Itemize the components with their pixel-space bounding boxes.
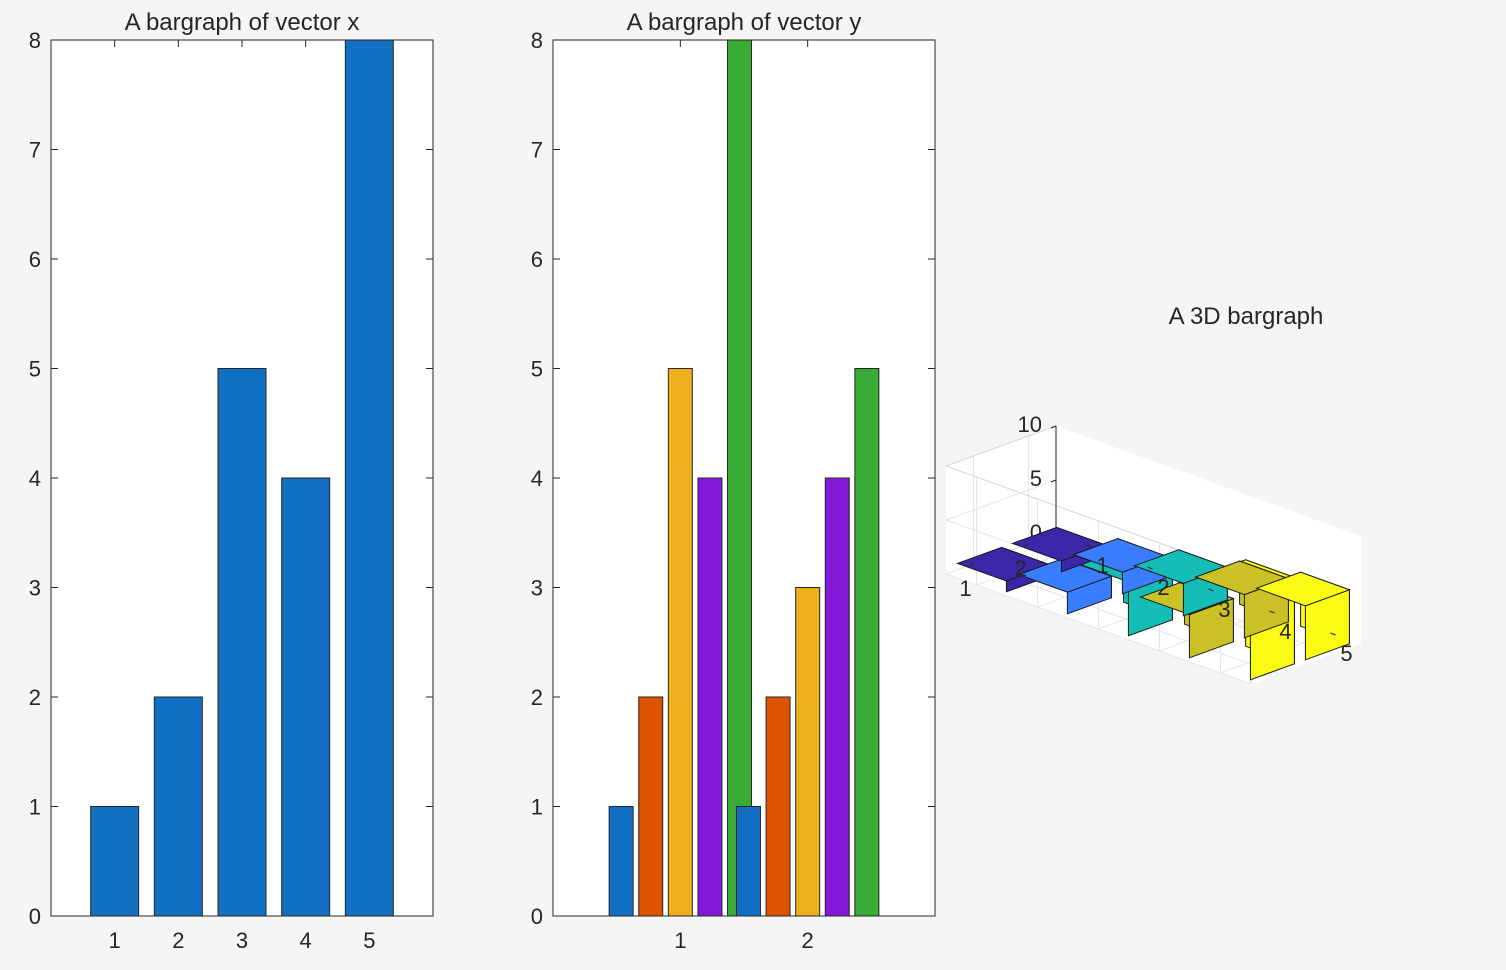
- row-tick-label: 2: [1014, 556, 1026, 581]
- row-tick-label: 1: [959, 576, 971, 601]
- column-tick-label: 2: [1157, 575, 1169, 600]
- column-tick: [1269, 610, 1275, 614]
- y-tick-label: 0: [29, 904, 41, 929]
- y-tick-label: 7: [29, 138, 41, 163]
- bar: [735, 806, 761, 917]
- y-tick-label: 6: [531, 247, 543, 272]
- column-tick-label: 3: [1218, 597, 1230, 622]
- chart-marks: 0 1 2 3 4 5 6 7 8 1 2 3 4 5: [29, 28, 433, 953]
- bar: [795, 587, 821, 917]
- y-tick-label: 2: [531, 685, 543, 710]
- column-tick: [1208, 588, 1214, 592]
- y-tick-label: 3: [29, 576, 41, 601]
- bar: [824, 477, 850, 917]
- chart-vector-y: A bargraph of vector y 0 1 2 3 4 5 6 7 8 1 2: [531, 9, 936, 953]
- x-tick-label: 3: [236, 928, 248, 953]
- x-tick-label: 2: [802, 928, 814, 953]
- bar: [765, 696, 791, 917]
- y-tick-label: 1: [29, 795, 41, 820]
- column-tick: [1330, 632, 1336, 636]
- column-tick: [1086, 544, 1092, 548]
- y-tick-label: 8: [531, 28, 543, 53]
- row-tick: [969, 563, 974, 567]
- bar: [854, 368, 880, 917]
- y-tick-label: 5: [531, 357, 543, 382]
- bar: [344, 39, 394, 917]
- bar: [90, 806, 140, 917]
- bar: [638, 696, 664, 917]
- x-tick-label: 4: [300, 928, 312, 953]
- z-tick-label: 5: [1030, 466, 1042, 491]
- grid-line: [945, 573, 1252, 685]
- grid-line: [945, 479, 1057, 521]
- z-tick-label: 10: [1018, 412, 1042, 437]
- column-tick-label: 1: [1096, 553, 1108, 578]
- row-tick: [1024, 543, 1029, 547]
- bar: [281, 477, 331, 917]
- x-tick-label: 5: [363, 928, 375, 953]
- z-tick: [1050, 425, 1057, 429]
- column-tick-label: 5: [1340, 641, 1352, 666]
- bar: [608, 806, 634, 917]
- bar-top: [1255, 571, 1351, 607]
- column-tick: [1147, 566, 1153, 570]
- y-tick-label: 7: [531, 138, 543, 163]
- bar: [667, 368, 693, 917]
- y-tick-label: 2: [29, 685, 41, 710]
- y-tick-label: 1: [531, 795, 543, 820]
- y-tick-label: 4: [531, 466, 543, 491]
- chart-vector-x: A bargraph of vector x 0 1 2 3 4 5 6 7 8 1 2 3 4 5: [29, 9, 434, 953]
- chart-title: A bargraph of vector y: [627, 9, 862, 36]
- z-tick: [1050, 479, 1057, 483]
- y-tick-label: 4: [29, 466, 41, 491]
- x-tick-label: 2: [172, 928, 184, 953]
- y-tick-label: 6: [29, 247, 41, 272]
- y-tick-label: 8: [29, 28, 41, 53]
- chart-title: A bargraph of vector x: [125, 9, 360, 36]
- bar: [153, 696, 203, 917]
- bar: [727, 39, 753, 917]
- bar: [697, 477, 723, 917]
- bar: [217, 368, 267, 917]
- x-tick-label: 1: [109, 928, 121, 953]
- box-edge: [945, 425, 1057, 467]
- y-tick-label: 3: [531, 576, 543, 601]
- y-tick-label: 5: [29, 357, 41, 382]
- column-tick-label: 4: [1279, 619, 1291, 644]
- x-tick-label: 1: [674, 928, 686, 953]
- chart-title: A 3D bargraph: [1169, 303, 1324, 330]
- chart-marks: 0 1 2 3 4 5 6 7 8 1 2: [531, 28, 935, 953]
- y-tick-label: 0: [531, 904, 543, 929]
